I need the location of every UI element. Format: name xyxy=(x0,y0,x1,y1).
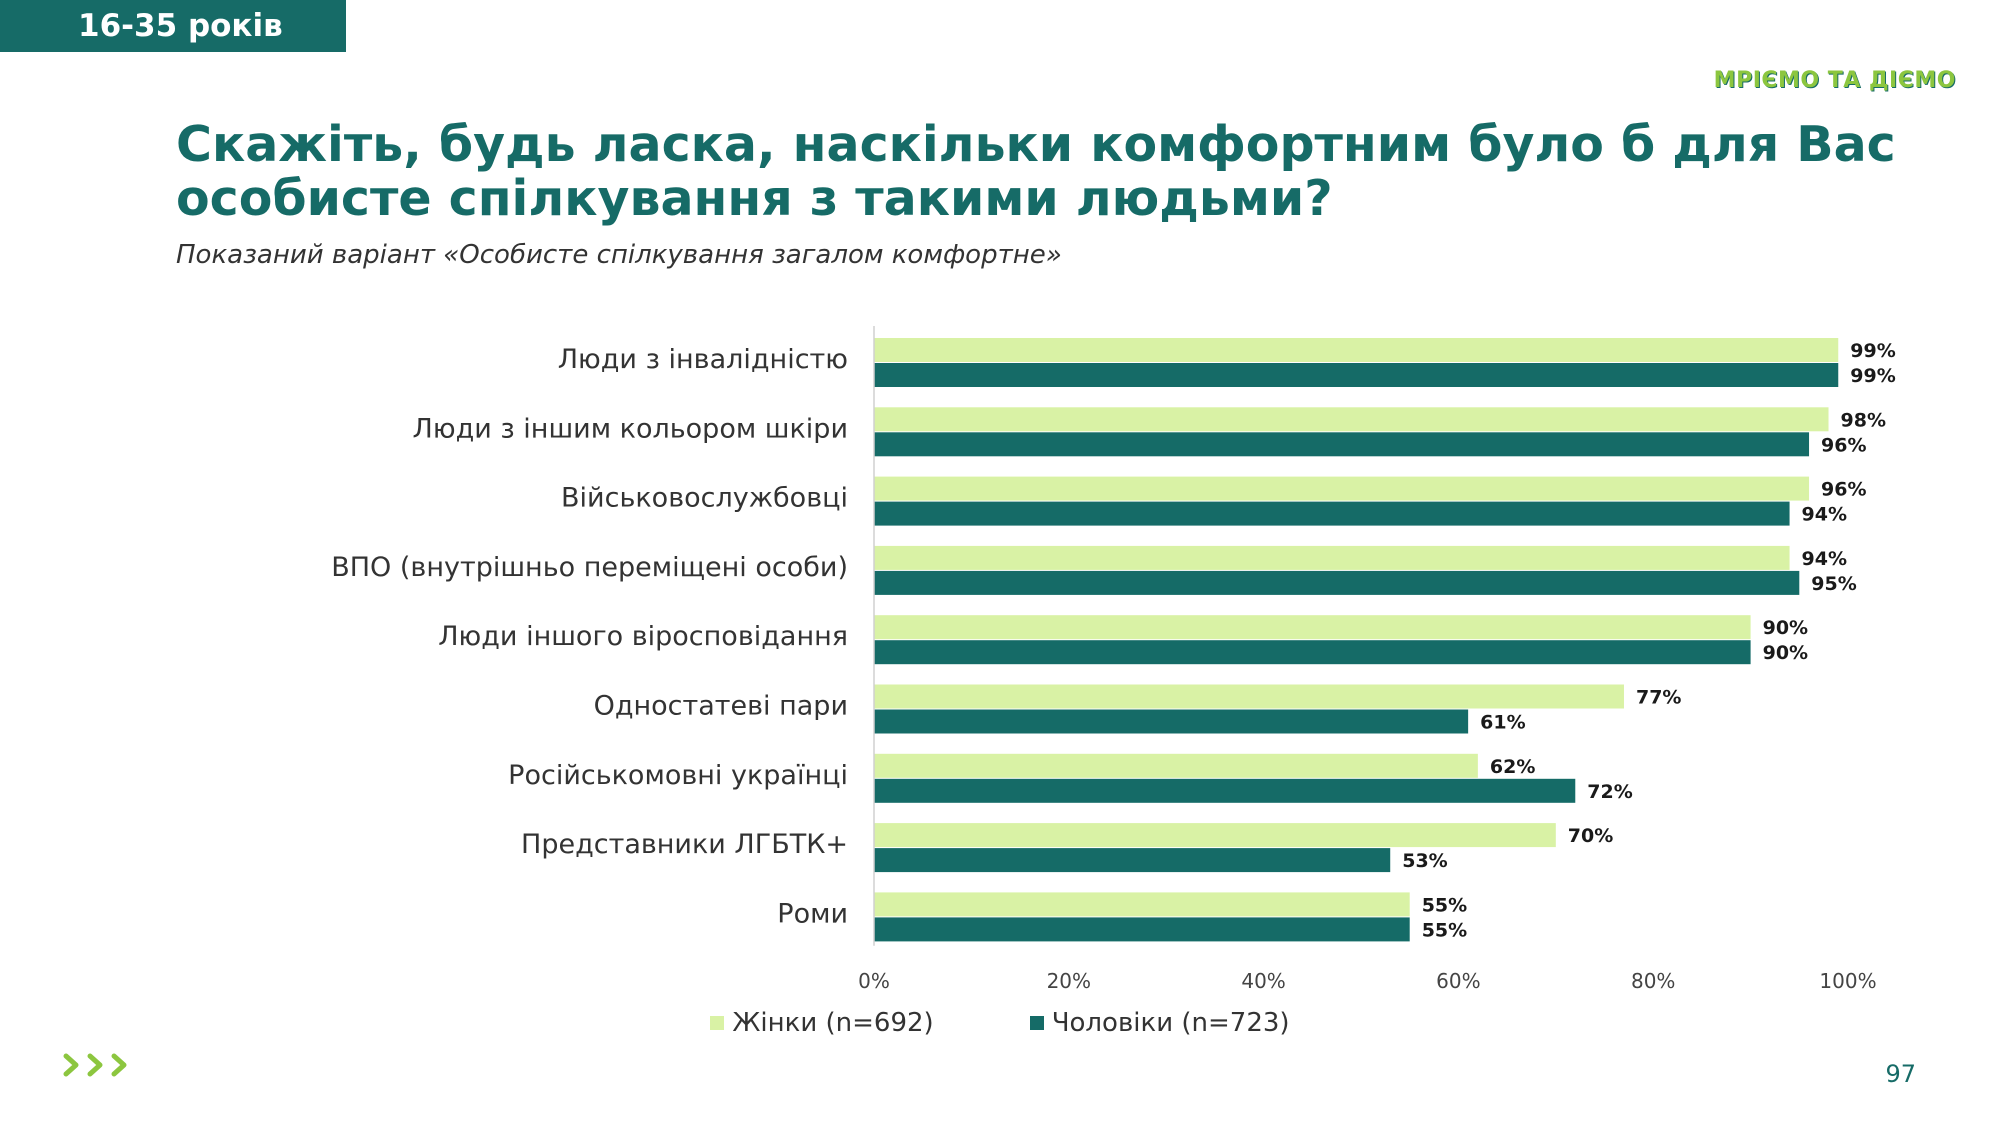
bar-women xyxy=(874,407,1829,432)
legend-label-women: Жінки (n=692) xyxy=(732,1008,934,1038)
bar-women xyxy=(874,338,1839,362)
bar-men xyxy=(874,848,1391,873)
bar-women xyxy=(874,684,1624,709)
bar-men xyxy=(874,640,1751,665)
value-label-women: 90% xyxy=(1763,617,1808,639)
value-label-men: 96% xyxy=(1821,434,1866,456)
value-label-men: 99% xyxy=(1850,365,1895,387)
category-label: Люди іншого віросповідання xyxy=(438,621,848,652)
value-label-women: 70% xyxy=(1568,825,1613,847)
bar-men xyxy=(874,709,1469,734)
category-label: Люди з інвалідністю xyxy=(558,344,848,375)
legend-swatch-men xyxy=(1029,1016,1044,1030)
chart-bars: Люди з інвалідністю 99% 99% Люди з іншим ко… xyxy=(331,338,1896,942)
value-label-men: 95% xyxy=(1811,573,1856,595)
page-subtitle: Показаний варіант «Особисте спілкування … xyxy=(176,240,1062,270)
value-label-women: 98% xyxy=(1841,409,1886,431)
brand-logo: МРІЄМО ТА ДІЄМО xyxy=(1713,68,1956,93)
category-label: Люди з іншим кольором шкіри xyxy=(413,413,848,444)
bar-men xyxy=(874,363,1839,387)
bar-women xyxy=(874,892,1410,917)
value-label-women: 62% xyxy=(1490,756,1535,778)
chart-x-axis: 0% 20% 40% 60% 80% 100% xyxy=(858,326,1877,993)
value-label-women: 77% xyxy=(1636,687,1681,709)
value-label-men: 55% xyxy=(1422,919,1467,941)
bar-men xyxy=(874,570,1800,595)
bar-women xyxy=(874,615,1751,640)
value-label-women: 55% xyxy=(1422,894,1467,916)
value-label-men: 94% xyxy=(1802,504,1847,526)
legend-label-men: Чоловіки (n=723) xyxy=(1051,1008,1290,1038)
category-label: Військовослужбовці xyxy=(561,483,848,514)
legend-item-women: Жінки (n=692) xyxy=(710,1008,934,1038)
bar-men xyxy=(874,917,1410,942)
bar-men xyxy=(874,432,1810,457)
category-label: Роми xyxy=(777,898,848,929)
bar-women xyxy=(874,753,1478,778)
legend-swatch-women xyxy=(710,1016,725,1030)
value-label-men: 72% xyxy=(1587,781,1632,803)
page-title: Скажіть, будь ласка, наскільки комфортни… xyxy=(176,116,1896,227)
page-number: 97 xyxy=(1885,1060,1916,1088)
value-label-women: 94% xyxy=(1802,548,1847,570)
bar-women xyxy=(874,823,1556,848)
value-label-women: 99% xyxy=(1850,340,1895,362)
x-tick-label: 20% xyxy=(1047,969,1091,993)
category-label: Російськомовні українці xyxy=(508,760,848,791)
x-tick-label: 80% xyxy=(1631,969,1675,993)
x-tick-label: 40% xyxy=(1241,969,1285,993)
bar-men xyxy=(874,778,1576,803)
value-label-men: 61% xyxy=(1480,712,1525,734)
value-label-men: 53% xyxy=(1402,850,1447,872)
category-label: ВПО (внутрішньо переміщені особи) xyxy=(331,552,848,583)
bar-women xyxy=(874,476,1810,501)
value-label-men: 90% xyxy=(1763,642,1808,664)
bar-men xyxy=(874,501,1790,526)
age-group-badge: 16-35 років xyxy=(0,0,346,52)
bar-chart: Люди з інвалідністю 99% 99% Люди з іншим ко… xyxy=(331,326,1896,993)
value-label-women: 96% xyxy=(1821,479,1866,501)
legend-item-men: Чоловіки (n=723) xyxy=(1029,1008,1290,1038)
x-tick-label: 60% xyxy=(1436,969,1480,993)
category-label: Одностатеві пари xyxy=(594,691,848,722)
chevron-triple-right-icon xyxy=(63,1053,127,1077)
x-tick-label: 0% xyxy=(858,969,890,993)
x-tick-label: 100% xyxy=(1819,969,1876,993)
chart-legend: Жінки (n=692) Чоловіки (n=723) xyxy=(0,1008,2000,1038)
bar-women xyxy=(874,545,1790,570)
category-label: Представники ЛГБТК+ xyxy=(521,829,848,860)
